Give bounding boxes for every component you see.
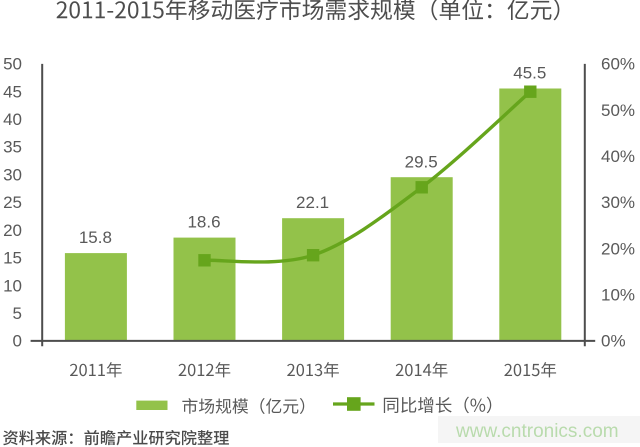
svg-text:5: 5 <box>13 304 22 323</box>
svg-text:0%: 0% <box>601 332 626 351</box>
svg-text:45: 45 <box>3 82 22 101</box>
svg-text:www.cntronics.com: www.cntronics.com <box>455 421 619 442</box>
svg-text:20: 20 <box>3 221 22 240</box>
svg-text:15: 15 <box>3 249 22 268</box>
svg-text:10%: 10% <box>601 286 635 305</box>
svg-text:40%: 40% <box>601 147 635 166</box>
svg-text:29.5: 29.5 <box>405 152 438 171</box>
svg-text:60%: 60% <box>601 55 635 74</box>
svg-text:22.1: 22.1 <box>296 193 329 212</box>
svg-text:40: 40 <box>3 110 22 129</box>
svg-text:0: 0 <box>13 332 22 351</box>
svg-text:20%: 20% <box>601 239 635 258</box>
svg-text:30%: 30% <box>601 193 635 212</box>
svg-text:15.8: 15.8 <box>79 228 112 247</box>
svg-text:30: 30 <box>3 165 22 184</box>
svg-text:18.6: 18.6 <box>187 213 220 232</box>
svg-text:50: 50 <box>3 55 22 74</box>
svg-text:45.5: 45.5 <box>513 64 546 83</box>
svg-text:35: 35 <box>3 138 22 157</box>
svg-text:10: 10 <box>3 276 22 295</box>
svg-text:50%: 50% <box>601 101 635 120</box>
svg-text:25: 25 <box>3 193 22 212</box>
